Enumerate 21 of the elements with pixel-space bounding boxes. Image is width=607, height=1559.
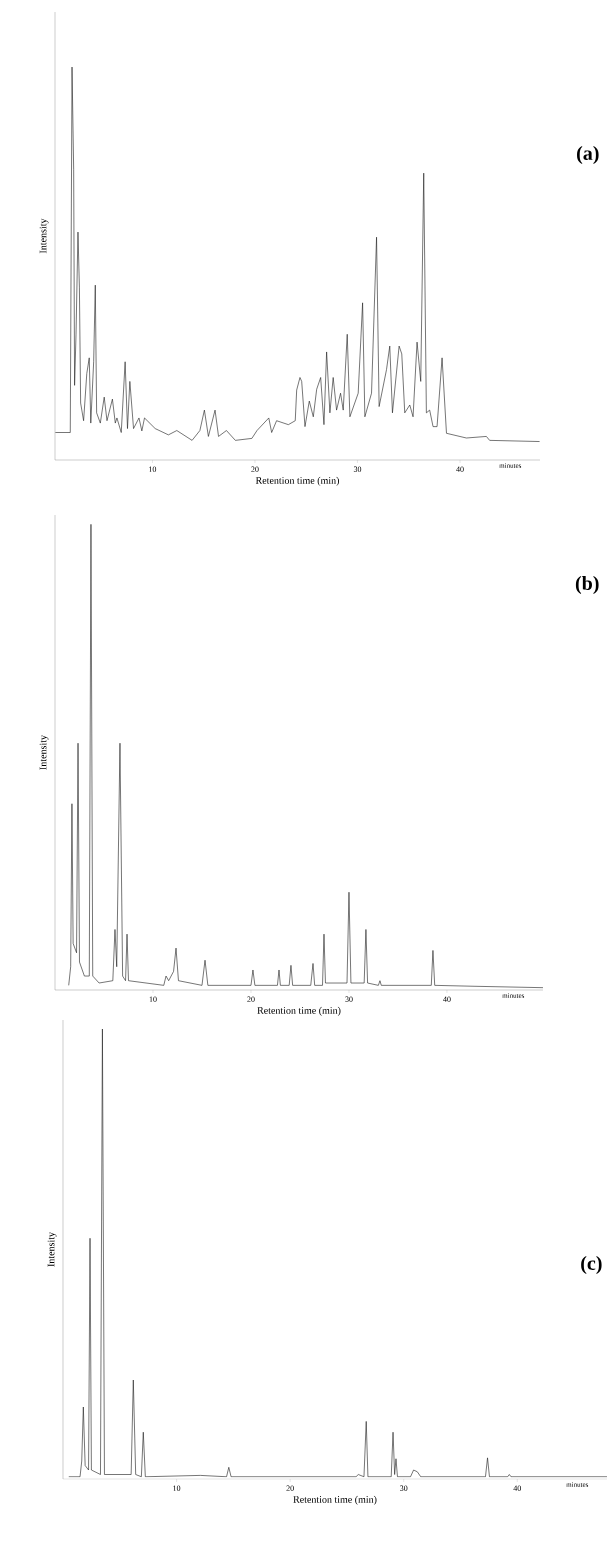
- x-tick-label: 10: [149, 996, 157, 1002]
- x-tick-label: 10: [149, 466, 157, 472]
- x-tick-label: 40: [443, 996, 451, 1002]
- x-tick-label: 30: [353, 466, 362, 472]
- x-tick-label: 10: [173, 1485, 181, 1491]
- x-axis-title: Retention time (min): [257, 1006, 341, 1016]
- x-tick-label: 30: [345, 996, 353, 1002]
- x-tick-label: 30: [400, 1485, 408, 1491]
- x-tick-label: 20: [286, 1485, 294, 1491]
- x-tick-label: 40: [456, 466, 464, 472]
- text: (a): [577, 145, 599, 165]
- x-axis-title: Retention time (min): [293, 1495, 377, 1505]
- x-tick-label: 20: [247, 996, 255, 1002]
- x-axis-title: Retention time (min): [255, 476, 339, 486]
- y-axis-title: Intensity: [39, 218, 49, 254]
- text: (b): [575, 575, 599, 595]
- x-tick-label: 40: [513, 1485, 521, 1491]
- annotation: (c): [581, 1255, 602, 1275]
- y-axis-title: Intensity: [47, 1232, 57, 1267]
- y-axis-title: Intensity: [39, 735, 49, 770]
- x-tick-label: 20: [251, 466, 259, 472]
